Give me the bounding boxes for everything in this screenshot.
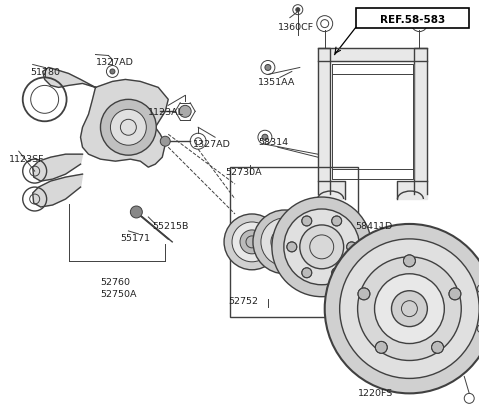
Text: 55215B: 55215B <box>152 221 189 230</box>
Circle shape <box>272 197 372 297</box>
Bar <box>356 9 469 28</box>
Text: 52760: 52760 <box>100 277 131 286</box>
Circle shape <box>110 110 146 146</box>
Circle shape <box>284 209 360 285</box>
Circle shape <box>224 214 280 270</box>
Text: 55171: 55171 <box>120 233 150 242</box>
Text: 52750A: 52750A <box>100 289 137 298</box>
Circle shape <box>262 135 268 141</box>
Polygon shape <box>33 155 83 182</box>
Circle shape <box>261 218 309 266</box>
Polygon shape <box>397 182 427 199</box>
Circle shape <box>232 223 272 262</box>
Circle shape <box>449 288 461 300</box>
Text: 1360CF: 1360CF <box>278 23 314 31</box>
Text: 1220FS: 1220FS <box>358 389 393 397</box>
Text: 1351AA: 1351AA <box>258 78 295 87</box>
Circle shape <box>374 274 444 344</box>
Circle shape <box>296 9 300 13</box>
Circle shape <box>179 106 191 118</box>
Circle shape <box>253 211 317 274</box>
Circle shape <box>375 342 387 354</box>
Polygon shape <box>332 65 413 180</box>
Circle shape <box>347 242 357 252</box>
Circle shape <box>271 228 299 256</box>
Text: REF.58-583: REF.58-583 <box>380 14 445 24</box>
Text: 52730A: 52730A <box>225 168 262 177</box>
Polygon shape <box>414 48 427 195</box>
Circle shape <box>265 65 271 71</box>
Text: 1123SF: 1123SF <box>9 155 44 164</box>
Circle shape <box>358 288 370 300</box>
Text: 1327AD: 1327AD <box>193 140 231 149</box>
Text: 51780: 51780 <box>31 68 60 77</box>
Circle shape <box>358 257 461 361</box>
Text: 58411D: 58411D <box>356 221 393 230</box>
Circle shape <box>100 100 156 156</box>
Circle shape <box>332 268 342 278</box>
Text: 58314: 58314 <box>258 138 288 147</box>
Polygon shape <box>322 239 358 255</box>
Polygon shape <box>43 68 96 88</box>
Circle shape <box>131 206 143 218</box>
Text: 1123AL: 1123AL <box>148 108 184 117</box>
Circle shape <box>300 225 344 269</box>
Polygon shape <box>81 80 168 168</box>
Polygon shape <box>318 48 427 62</box>
Circle shape <box>302 216 312 226</box>
Polygon shape <box>318 182 345 199</box>
Text: 1327AD: 1327AD <box>96 58 133 67</box>
Bar <box>230 168 358 317</box>
Circle shape <box>324 224 480 394</box>
Circle shape <box>404 255 415 267</box>
Circle shape <box>302 268 312 278</box>
Circle shape <box>240 230 264 254</box>
Circle shape <box>287 242 297 252</box>
Circle shape <box>160 137 170 147</box>
Circle shape <box>340 239 479 378</box>
Polygon shape <box>318 48 330 195</box>
Polygon shape <box>33 175 83 207</box>
Circle shape <box>332 216 342 226</box>
Circle shape <box>110 70 115 75</box>
Circle shape <box>432 342 444 354</box>
Circle shape <box>392 291 427 327</box>
Text: 52752: 52752 <box>228 296 258 305</box>
